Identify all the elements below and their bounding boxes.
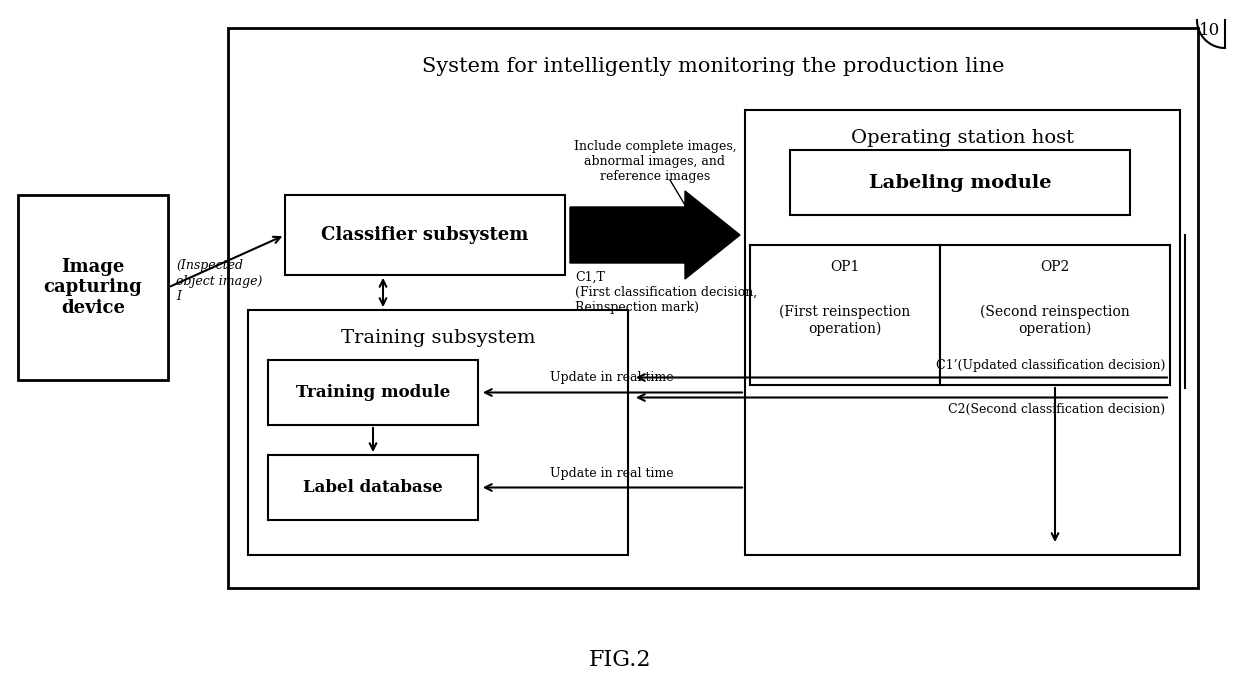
Text: 10: 10 (1199, 22, 1220, 39)
Bar (268, 360, 477, 425)
Text: (Inspected
object image)
I: (Inspected object image) I (176, 260, 263, 303)
Bar (248, 310, 627, 555)
Text: OP2: OP2 (1040, 260, 1070, 274)
Text: C2(Second classification decision): C2(Second classification decision) (947, 402, 1166, 416)
Text: Labeling module: Labeling module (869, 173, 1052, 191)
Text: C1,T
(First classification decision,
Reinspection mark): C1,T (First classification decision, Rei… (575, 271, 758, 314)
Text: C1’(Updated classification decision): C1’(Updated classification decision) (936, 360, 1166, 372)
Text: (Second reinspection
operation): (Second reinspection operation) (980, 304, 1130, 335)
Text: Training module: Training module (296, 384, 450, 401)
Text: OP1: OP1 (831, 260, 859, 274)
Text: Training subsystem: Training subsystem (341, 329, 536, 347)
Text: Image
capturing
device: Image capturing device (43, 258, 143, 317)
Text: Include complete images,
abnormal images, and
reference images: Include complete images, abnormal images… (574, 140, 737, 183)
Bar (750, 245, 940, 385)
Bar (268, 455, 477, 520)
Text: Update in real time: Update in real time (549, 372, 673, 384)
Text: (First reinspection
operation): (First reinspection operation) (780, 304, 910, 335)
Text: Update in real time: Update in real time (549, 466, 673, 480)
Text: Label database: Label database (304, 479, 443, 496)
Bar (19, 195, 167, 380)
Bar (790, 150, 1130, 215)
Text: FIG.2: FIG.2 (589, 649, 651, 671)
Text: Classifier subsystem: Classifier subsystem (321, 226, 528, 244)
Text: System for intelligently monitoring the production line: System for intelligently monitoring the … (422, 56, 1004, 75)
Bar (940, 245, 1171, 385)
Bar (745, 110, 1180, 555)
Bar (228, 28, 1198, 588)
Bar (285, 195, 565, 275)
Polygon shape (570, 191, 740, 279)
Text: Operating station host: Operating station host (851, 129, 1074, 147)
